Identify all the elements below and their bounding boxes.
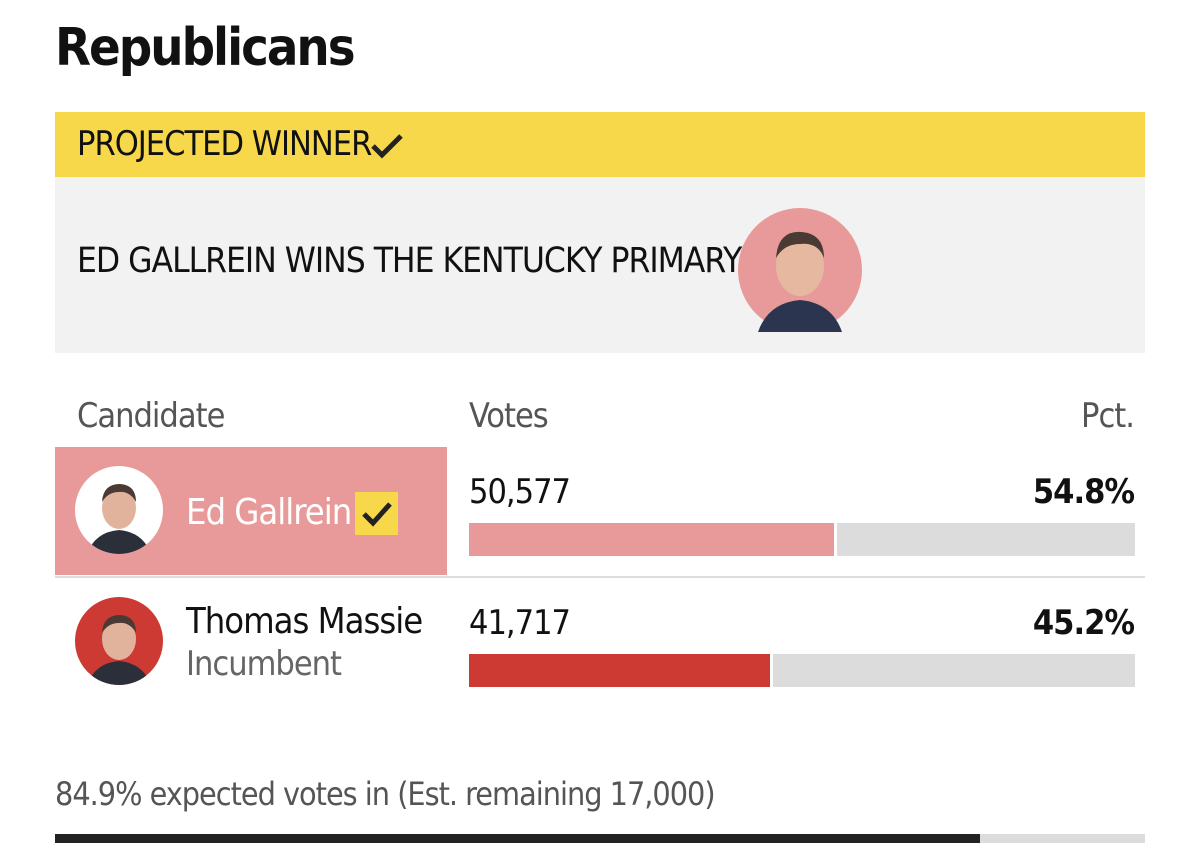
votes: 50,577: [469, 472, 571, 512]
votes: 41,717: [469, 603, 571, 643]
candidate-subtitle: Incumbent: [186, 644, 342, 684]
candidate-name: Ed Gallrein: [186, 492, 352, 533]
expected-bar: [55, 834, 981, 843]
headline-panel: ED GALLREIN WINS THE KENTUCKY PRIMARY: [55, 177, 1145, 353]
check-icon: [371, 134, 403, 159]
face: [87, 615, 151, 685]
headline: ED GALLREIN WINS THE KENTUCKY PRIMARY: [77, 241, 742, 281]
section-title: Republicans: [55, 18, 356, 78]
footer-text: 84.9% expected votes in (Est. remaining …: [55, 775, 716, 813]
bar-track: [469, 654, 1135, 687]
candidate-name: Thomas Massie: [186, 601, 423, 642]
pct: 45.2%: [1032, 603, 1135, 643]
candidate-photo: [75, 597, 163, 685]
check-icon: [362, 502, 392, 527]
column-header: Pct.: [1081, 396, 1135, 436]
column-header: Candidate: [77, 396, 225, 436]
column-header: Votes: [469, 396, 549, 436]
winner-photo: [738, 208, 862, 332]
expected-text: expected votes in (Est. remaining 17,000…: [149, 775, 716, 813]
bar-gap: [770, 654, 774, 687]
expected-track: [55, 834, 1145, 843]
vote-bar: [469, 523, 834, 556]
bar-track: [469, 523, 1135, 556]
bar-gap: [833, 523, 837, 556]
vote-bar: [469, 654, 771, 687]
face: [87, 484, 151, 554]
winner-banner: PROJECTED WINNER: [55, 112, 1145, 177]
candidate-photo: [75, 466, 163, 554]
row-divider: [55, 576, 1145, 578]
banner-label: PROJECTED WINNER: [77, 124, 372, 164]
winner-check: [355, 492, 398, 535]
expected-pct: 84.9%: [55, 775, 142, 813]
pct: 54.8%: [1032, 472, 1135, 512]
